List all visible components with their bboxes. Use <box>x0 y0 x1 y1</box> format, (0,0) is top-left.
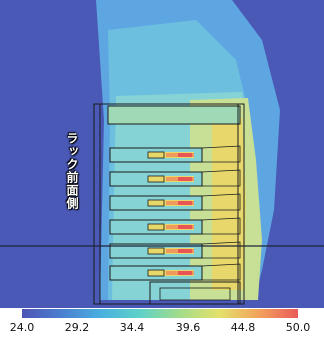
colorbar-tick: 39.6 <box>175 321 201 334</box>
server-peak-zone <box>178 153 192 157</box>
server-rear-outline <box>201 217 241 235</box>
server-peak-zone <box>178 177 192 181</box>
server-unit <box>109 263 241 281</box>
rack-top-panel <box>107 105 241 125</box>
server-rear-outline <box>201 263 241 281</box>
rack-base-inner <box>159 287 231 301</box>
server-rear-outline <box>201 145 241 163</box>
server-component <box>147 175 165 183</box>
colorbar-tick: 29.2 <box>64 321 90 334</box>
server-component <box>147 151 165 159</box>
server-peak-zone <box>178 225 192 229</box>
server-units <box>109 145 241 281</box>
server-unit <box>109 217 241 235</box>
server-component <box>147 199 165 207</box>
colorbar-tick: 34.4 <box>119 321 145 334</box>
rack-front-label: ラック前面側 <box>65 132 79 210</box>
server-unit <box>109 145 241 163</box>
server-rear-outline <box>201 241 241 259</box>
server-unit <box>109 241 241 259</box>
server-component <box>147 247 165 255</box>
server-unit <box>109 169 241 187</box>
colorbar-tick: 50.0 <box>285 321 311 334</box>
colorbar-gradient <box>22 309 298 318</box>
server-component <box>147 269 165 277</box>
server-unit <box>109 193 241 211</box>
server-peak-zone <box>178 271 192 275</box>
server-rear-outline <box>201 169 241 187</box>
server-peak-zone <box>178 201 192 205</box>
server-rear-outline <box>201 193 241 211</box>
colorbar-tick: 44.8 <box>230 321 256 334</box>
rack-base <box>149 281 241 305</box>
server-peak-zone <box>178 249 192 253</box>
colorbar-tick: 24.0 <box>9 321 35 334</box>
server-component <box>147 223 165 231</box>
temperature-colorbar: 24.0 29.2 34.4 39.6 44.8 50.0 <box>0 309 324 338</box>
